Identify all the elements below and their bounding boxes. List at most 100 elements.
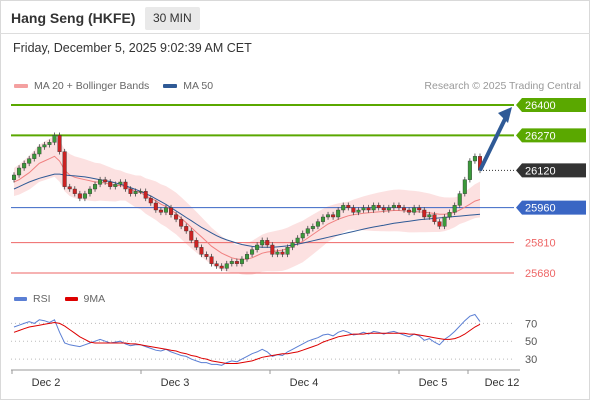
candle-body [402,207,407,211]
candle-body [163,207,168,213]
candle-body [351,207,356,213]
candle-body [366,207,371,211]
timeframe-badge[interactable]: 30 MIN [145,7,200,30]
candle-body [295,237,300,243]
report-datetime: Friday, December 5, 2025 9:02:39 AM CET [13,41,252,55]
candle-body [320,216,325,222]
candle-body [315,221,320,227]
candle-body [467,160,472,180]
candle-body [356,209,361,213]
candle-body [57,135,62,152]
candle-body [407,209,412,213]
candle-body [179,219,184,227]
candle-body [250,249,255,255]
candle-body [113,184,118,187]
candle-body [472,156,477,162]
candle-body [229,261,234,264]
candle-body [72,188,77,194]
x-label-2: Dec 4 [290,377,319,389]
level-tag-box-26270 [516,128,586,143]
candle-body [82,193,87,199]
candle-body [128,188,133,194]
candle-body [310,226,315,229]
candle-body [27,158,32,164]
candle-body [290,242,295,248]
candle-body [103,179,108,183]
candle-body [285,247,290,255]
level-tag-26400: 26400 [525,100,556,112]
candle-body [98,179,103,185]
candle-body [255,244,260,250]
candle-body [224,263,229,269]
candle-body [37,146,42,155]
candle-body [118,181,123,185]
arrow-shaft [478,116,508,172]
candle-body [17,167,22,176]
candle-body [270,244,275,255]
candle-body [32,153,37,159]
level-tag-25810: 25810 [525,238,556,250]
level-tags: 26400 26270 26120 25960 25810 25680 [516,98,586,280]
candle-body [331,214,336,218]
legend-swatch-9ma [64,297,78,301]
level-tag-26120: 26120 [525,165,556,177]
candle-body [148,198,153,204]
candle-body [169,207,174,215]
candle-body [204,254,209,257]
candle-body [244,254,249,260]
candle-body [77,193,82,199]
candle-body [214,263,219,267]
header-divider [0,33,590,34]
legend-label-ma20: MA 20 + Bollinger Bands [34,80,150,92]
candle-body [174,214,179,220]
candle-body [280,251,285,255]
candle-body [234,261,239,264]
candle-body [260,240,265,246]
candle-body [462,179,467,194]
candle-body [153,202,158,211]
instrument-title: Hang Seng (HKFE) [11,10,136,26]
x-label-3: Dec 5 [419,377,448,389]
legend-label-rsi: RSI [33,293,51,305]
candle-body [305,228,310,234]
candle-body [412,207,417,213]
candlesticks [11,132,483,272]
x-label-1: Dec 3 [161,377,190,389]
candle-body [123,181,128,190]
candle-body [432,214,437,222]
rsi-9ma-line [13,321,481,364]
candle-body [442,216,447,227]
candle-body [108,181,113,187]
candle-body [381,207,386,211]
credit-text: Research © 2025 Trading Central [424,80,581,92]
candle-body [341,205,346,211]
candle-body [346,205,351,208]
candle-body [194,240,199,248]
candle-body [93,184,98,190]
legend-swatch-rsi [14,297,27,301]
candle-body [376,205,381,208]
rsi-panel: 70 50 30 [11,313,537,366]
candle-body [422,209,427,218]
candle-body [67,186,72,190]
candle-body [371,205,376,211]
rsi-line [13,313,481,366]
candle-body [52,135,57,143]
candle-body [361,207,366,211]
candle-body [62,151,67,187]
candle-body [437,221,442,227]
ma50-line [13,173,481,248]
candle-body [47,142,52,145]
candle-body [396,205,401,208]
candle-body [239,258,244,264]
candle-body [133,191,138,194]
candle-body [386,207,391,211]
legend-swatch-ma50 [163,84,178,88]
candle-body [189,230,194,241]
candle-body [300,233,305,239]
level-tag-25960: 25960 [525,203,556,215]
candle-body [199,247,204,255]
candle-body [42,144,47,148]
candle-body [87,188,92,194]
